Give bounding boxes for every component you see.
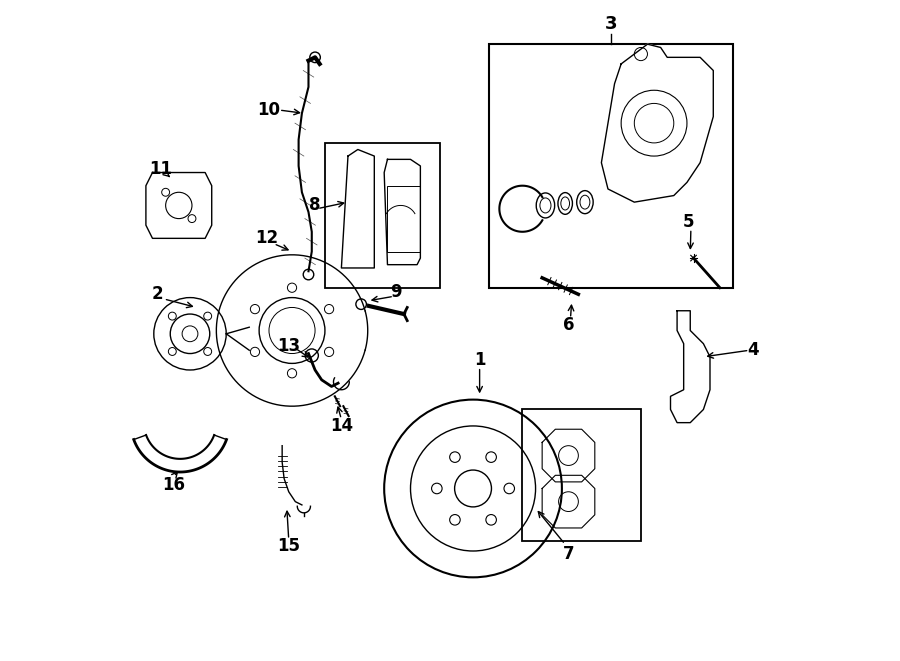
Text: 5: 5 [683, 213, 695, 231]
Polygon shape [601, 44, 714, 202]
Text: 15: 15 [277, 537, 301, 555]
Polygon shape [146, 173, 212, 239]
Text: 7: 7 [562, 545, 574, 563]
Polygon shape [384, 159, 420, 264]
Text: 13: 13 [277, 336, 301, 355]
Bar [388, 186, 420, 252]
Text: 3: 3 [605, 15, 617, 34]
Text: 14: 14 [329, 417, 353, 435]
Text: 10: 10 [257, 101, 281, 119]
Polygon shape [341, 149, 374, 268]
Text: 12: 12 [256, 229, 279, 247]
Text: 11: 11 [148, 160, 172, 178]
Text: 1: 1 [474, 351, 485, 369]
Polygon shape [670, 311, 710, 422]
Text: 16: 16 [162, 476, 185, 494]
Text: 2: 2 [151, 286, 163, 303]
Bar [490, 44, 733, 288]
Bar [325, 143, 440, 288]
Circle shape [356, 299, 366, 309]
Text: 9: 9 [391, 284, 401, 301]
Text: 8: 8 [310, 196, 320, 214]
Text: 4: 4 [747, 341, 759, 359]
Bar [522, 409, 641, 541]
Text: 6: 6 [562, 316, 574, 334]
